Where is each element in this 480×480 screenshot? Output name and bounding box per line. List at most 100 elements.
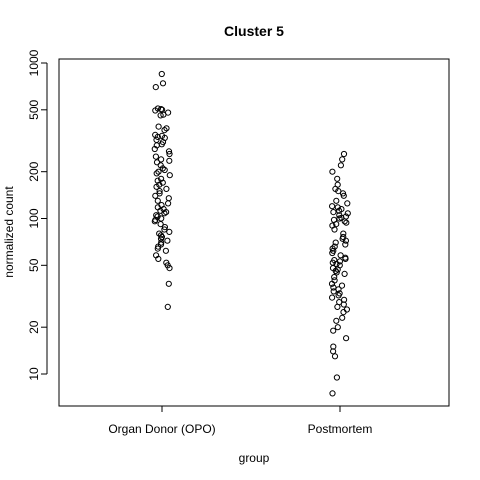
data-point — [154, 177, 161, 184]
data-point — [329, 249, 336, 257]
data-point — [333, 260, 340, 268]
data-point — [154, 245, 161, 252]
data-point — [330, 288, 337, 295]
data-point — [162, 247, 169, 254]
y-tick-label: 10 — [27, 367, 41, 381]
data-point — [152, 107, 159, 114]
data-point — [333, 221, 340, 228]
data-point — [335, 188, 342, 195]
y-tick-label: 500 — [27, 99, 41, 119]
data-point — [336, 207, 343, 214]
data-point — [161, 127, 168, 134]
data-point — [152, 192, 159, 199]
data-point — [158, 106, 165, 113]
data-point — [342, 237, 349, 244]
plot-frame — [58, 58, 450, 407]
data-point — [342, 255, 349, 262]
data-point — [152, 153, 159, 160]
data-point — [333, 269, 340, 276]
data-point — [166, 150, 173, 158]
data-point — [164, 237, 171, 244]
data-point — [334, 204, 341, 211]
data-point — [159, 80, 167, 87]
x-tick-label: Postmortem — [308, 422, 373, 436]
y-tick-label: 1000 — [27, 49, 41, 76]
data-point — [332, 267, 339, 274]
data-point — [153, 183, 160, 190]
data-point — [333, 197, 340, 204]
data-point — [333, 374, 340, 381]
data-point — [161, 226, 168, 233]
data-point — [339, 314, 346, 321]
data-point — [329, 168, 336, 175]
data-point — [165, 148, 173, 155]
y-tick-label: 50 — [27, 258, 41, 272]
data-point — [161, 224, 168, 231]
data-point — [163, 125, 170, 132]
data-point — [154, 133, 161, 140]
data-point — [329, 203, 336, 210]
data-point — [335, 292, 342, 299]
x-axis-label: group — [239, 451, 270, 465]
data-point — [340, 309, 347, 316]
data-point — [158, 175, 165, 182]
data-point — [166, 172, 173, 179]
data-point — [155, 123, 162, 130]
data-point — [157, 235, 165, 242]
data-point — [328, 280, 336, 287]
data-point — [157, 112, 164, 119]
data-point — [342, 241, 349, 248]
data-point — [340, 192, 347, 199]
y-tick-label: 20 — [27, 320, 41, 334]
data-point — [331, 274, 338, 281]
chart-title: Cluster 5 — [224, 23, 284, 39]
data-point — [153, 159, 161, 166]
data-point — [165, 280, 172, 287]
data-point — [151, 218, 158, 225]
data-point — [161, 210, 168, 217]
data-point — [331, 226, 338, 233]
data-point — [165, 195, 172, 202]
data-point — [330, 209, 337, 216]
data-point — [329, 390, 336, 397]
data-point — [334, 175, 341, 182]
data-point — [158, 156, 165, 163]
y-tick-label: 100 — [27, 208, 41, 228]
data-points — [151, 70, 351, 397]
x-tick-label: Organ Donor (OPO) — [108, 422, 215, 436]
data-point — [156, 188, 163, 195]
x-axis-ticks: Organ Donor (OPO) Postmortem — [108, 406, 372, 436]
data-point — [152, 84, 159, 91]
data-point — [339, 235, 346, 242]
data-point — [343, 219, 350, 226]
data-point — [336, 215, 343, 222]
data-point — [333, 317, 340, 324]
data-point — [164, 303, 171, 310]
data-point — [155, 255, 162, 262]
y-axis-ticks: 10 20 50 100 200 500 1000 — [27, 49, 47, 381]
data-point — [344, 200, 351, 207]
data-point — [166, 157, 173, 164]
data-point — [340, 150, 348, 158]
data-point — [330, 284, 337, 291]
data-point — [330, 327, 337, 334]
y-axis-label: normalized count — [2, 186, 16, 278]
data-point — [161, 166, 168, 174]
data-point — [163, 209, 170, 216]
data-point — [329, 294, 336, 301]
y-tick-label: 200 — [27, 161, 41, 181]
data-point — [160, 111, 167, 118]
data-point — [151, 145, 158, 153]
data-point — [154, 197, 161, 204]
data-point — [338, 282, 346, 289]
data-point — [155, 168, 162, 175]
data-point — [341, 270, 348, 277]
data-point — [339, 156, 346, 163]
data-point — [166, 228, 173, 235]
data-point — [163, 185, 170, 192]
data-point — [331, 353, 339, 360]
data-point — [153, 170, 160, 177]
data-point — [157, 221, 164, 228]
data-point — [159, 165, 166, 172]
